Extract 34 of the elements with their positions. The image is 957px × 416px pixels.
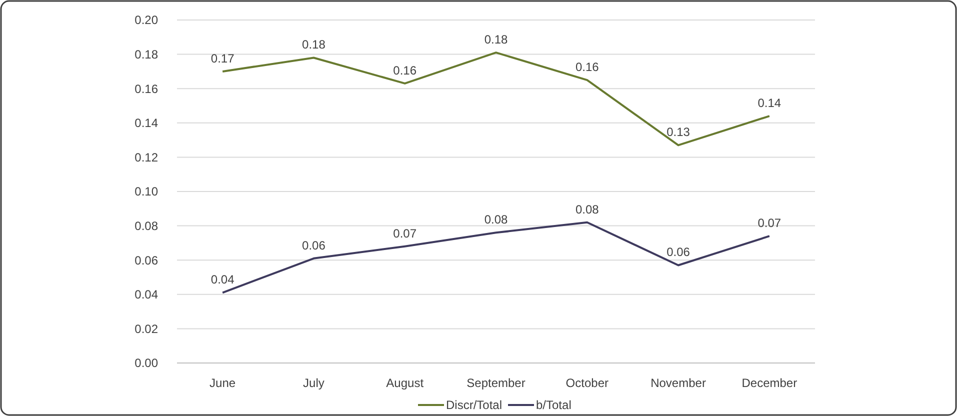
- data-label: 0.17: [210, 51, 235, 66]
- data-label: 0.06: [666, 245, 690, 260]
- data-label: 0.08: [575, 202, 600, 216]
- legend-label: b/Total: [536, 398, 572, 412]
- y-tick-label: 0.00: [134, 356, 158, 370]
- y-tick-label: 0.16: [134, 82, 158, 96]
- data-label: 0.13: [666, 125, 690, 140]
- y-tick-label: 0.10: [134, 184, 158, 199]
- x-tick-label: June: [210, 376, 236, 390]
- y-tick-label: 0.02: [134, 322, 158, 336]
- legend-label: Discr/Total: [446, 398, 502, 412]
- x-tick-label: July: [303, 376, 324, 390]
- x-tick-label: November: [650, 376, 706, 390]
- data-label: 0.16: [575, 60, 600, 74]
- data-label: 0.04: [210, 272, 235, 287]
- y-tick-label: 0.18: [134, 48, 158, 62]
- data-label: 0.18: [484, 32, 508, 47]
- x-tick-label: December: [742, 376, 798, 390]
- data-label: 0.07: [393, 226, 417, 240]
- x-tick-label: October: [566, 376, 608, 390]
- y-tick-label: 0.12: [134, 150, 158, 164]
- data-label: 0.07: [758, 216, 782, 230]
- data-label: 0.08: [484, 212, 508, 227]
- y-tick-label: 0.14: [134, 116, 158, 130]
- data-label: 0.06: [302, 238, 326, 252]
- x-tick-label: September: [466, 376, 526, 390]
- data-label: 0.18: [302, 38, 326, 52]
- y-tick-label: 0.06: [134, 253, 158, 268]
- data-label: 0.14: [758, 96, 782, 110]
- y-tick-label: 0.08: [134, 219, 158, 233]
- x-tick-label: August: [386, 376, 424, 390]
- data-label: 0.16: [393, 63, 417, 78]
- y-tick-label: 0.04: [134, 288, 158, 302]
- y-tick-label: 0.20: [134, 13, 158, 28]
